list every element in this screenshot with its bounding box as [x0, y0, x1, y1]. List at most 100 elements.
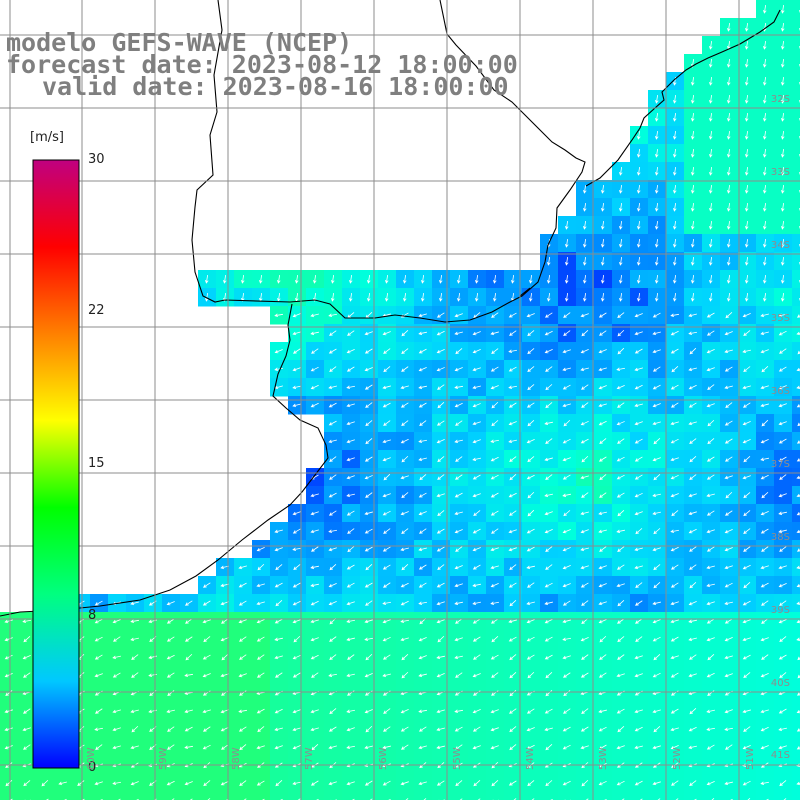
wind-arrow [310, 709, 319, 714]
colorbar-tick-30: 30 [88, 152, 105, 167]
wind-arrow [382, 546, 391, 552]
wind-arrow [618, 256, 623, 266]
wind-arrow [762, 202, 767, 212]
lon-label: 59W [158, 747, 169, 770]
wind-arrow [490, 618, 499, 624]
wind-arrow [4, 709, 13, 714]
wind-arrow [690, 76, 695, 86]
wind-speed-cell [792, 594, 800, 613]
wind-arrow [472, 528, 481, 534]
wind-speed-cell [792, 324, 800, 343]
wind-arrow [779, 780, 787, 787]
wind-arrow [328, 726, 337, 732]
wind-speed-cell [774, 792, 793, 800]
wind-arrow [797, 350, 800, 355]
wind-arrow [654, 202, 659, 212]
wind-arrow [274, 582, 283, 588]
wind-arrow [436, 582, 445, 588]
wind-arrow [616, 474, 625, 480]
wind-arrow [148, 655, 157, 660]
wind-arrow [454, 726, 463, 732]
wind-arrow [545, 689, 553, 697]
wind-arrow [419, 474, 427, 481]
wind-arrow [689, 474, 697, 480]
wind-arrow [796, 619, 800, 624]
wind-arrow [364, 475, 373, 480]
wind-arrow [744, 58, 749, 68]
wind-arrow [616, 708, 625, 714]
wind-arrow [544, 636, 553, 642]
wind-arrow [636, 166, 641, 176]
wind-arrow [58, 781, 67, 786]
wind-arrow [94, 727, 104, 732]
wind-speed-cell [792, 522, 800, 541]
wind-speed-cell [432, 792, 451, 800]
wind-arrows [4, 4, 800, 800]
wind-arrow [689, 347, 697, 355]
wind-arrow [725, 744, 733, 750]
wind-arrow [472, 601, 481, 606]
wind-speed-cell [792, 774, 800, 793]
wind-arrow [598, 456, 607, 462]
wind-arrow [726, 130, 731, 140]
wind-arrow [527, 780, 535, 787]
wind-arrow [454, 565, 463, 570]
wind-arrow [275, 780, 283, 787]
wind-arrow [581, 455, 589, 463]
wind-arrow [706, 456, 715, 462]
wind-arrow [41, 779, 49, 787]
wind-arrow [364, 780, 373, 786]
wind-arrow [240, 274, 245, 284]
wind-arrow [4, 672, 13, 678]
wind-speed-cell [738, 792, 757, 800]
wind-arrow [166, 780, 175, 786]
wind-arrow [618, 202, 623, 212]
wind-arrow [724, 565, 733, 570]
wind-arrow [472, 457, 481, 462]
wind-arrow [616, 745, 625, 750]
wind-arrow [796, 601, 800, 606]
wind-arrow [636, 238, 641, 248]
wind-arrow [544, 493, 553, 498]
wind-arrow [292, 781, 301, 786]
wind-arrow [744, 40, 749, 50]
wind-arrow [437, 402, 445, 409]
wind-arrow [652, 745, 661, 750]
wind-arrow [366, 274, 371, 284]
wind-arrow [796, 637, 800, 642]
wind-speed-cell [108, 792, 127, 800]
wind-arrow [708, 220, 713, 230]
wind-arrow [310, 780, 319, 786]
wind-arrow [742, 709, 751, 714]
wind-arrow [634, 331, 643, 336]
wind-speed-cell [792, 576, 800, 595]
wind-arrow [742, 402, 751, 408]
wind-arrow [527, 366, 535, 373]
wind-arrow [634, 565, 643, 570]
wind-arrow [544, 529, 553, 534]
wind-arrow [636, 148, 641, 158]
valid-date: valid date: 2023-08-16 18:00:00 [42, 72, 509, 101]
wind-arrow [670, 348, 679, 354]
wind-arrow [778, 654, 787, 660]
wind-arrow [726, 202, 731, 212]
wind-arrow [401, 563, 409, 571]
wind-arrow [743, 726, 751, 732]
wind-arrow [454, 385, 464, 390]
wind-arrow [490, 439, 500, 444]
wind-speed-cell [558, 792, 577, 800]
wind-arrow [581, 779, 589, 787]
wind-arrow [346, 601, 355, 606]
wind-arrow [564, 256, 569, 266]
wind-arrow [760, 565, 769, 570]
wind-arrow [490, 456, 499, 462]
wind-arrow [617, 438, 625, 444]
wind-speed-cell [792, 630, 800, 649]
wind-arrow [562, 619, 571, 624]
wind-arrow [582, 292, 587, 302]
wind-arrow [654, 184, 659, 194]
wind-arrow [598, 511, 607, 516]
wind-arrow [742, 438, 751, 444]
wind-arrow [382, 654, 391, 660]
wind-arrow [762, 274, 767, 284]
